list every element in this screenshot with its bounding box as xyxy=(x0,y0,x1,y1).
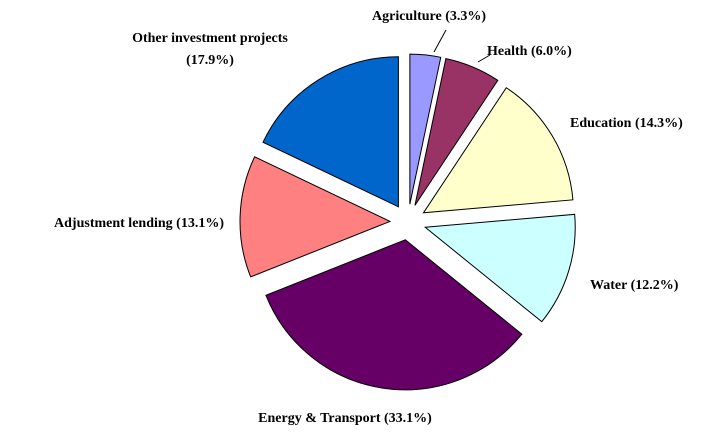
pie-slice xyxy=(262,56,399,208)
leader-line xyxy=(477,54,491,63)
slice-label: Adjustment lending (13.1%) xyxy=(54,216,224,231)
slice-label: Agriculture (3.3%) xyxy=(372,9,486,24)
pie-slice xyxy=(423,213,576,323)
slice-category: Health xyxy=(487,44,528,59)
slice-label: Education (14.3%) xyxy=(570,116,683,131)
slice-value-label: (17.9%) xyxy=(186,53,234,68)
pie-slice xyxy=(414,58,499,206)
slice-value-label: (12.2%) xyxy=(631,278,679,293)
slice-label: Water (12.2%) xyxy=(590,278,679,293)
slice-label: Health (6.0%) xyxy=(487,44,572,59)
slice-value-label: (13.1%) xyxy=(176,216,224,231)
leader-line xyxy=(433,29,447,53)
pie-slice xyxy=(265,239,523,391)
slice-value-label: (6.0%) xyxy=(531,44,572,59)
pie-slice xyxy=(239,156,392,278)
pie-slice xyxy=(409,53,442,205)
slice-category: Adjustment lending xyxy=(54,216,173,231)
slice-category: Agriculture xyxy=(372,9,442,24)
slice-value-label: (3.3%) xyxy=(445,9,486,24)
slice-label: Energy & Transport (33.1%) xyxy=(258,411,432,426)
slice-category: Water xyxy=(590,278,627,293)
slice-category: Energy & Transport xyxy=(258,411,381,426)
slice-label: Other investment projects xyxy=(132,31,288,46)
slice-category: Education xyxy=(570,116,632,131)
slice-value-label: (14.3%) xyxy=(635,116,683,131)
slice-value-label: (33.1%) xyxy=(384,411,432,426)
pie-slice xyxy=(422,87,574,214)
